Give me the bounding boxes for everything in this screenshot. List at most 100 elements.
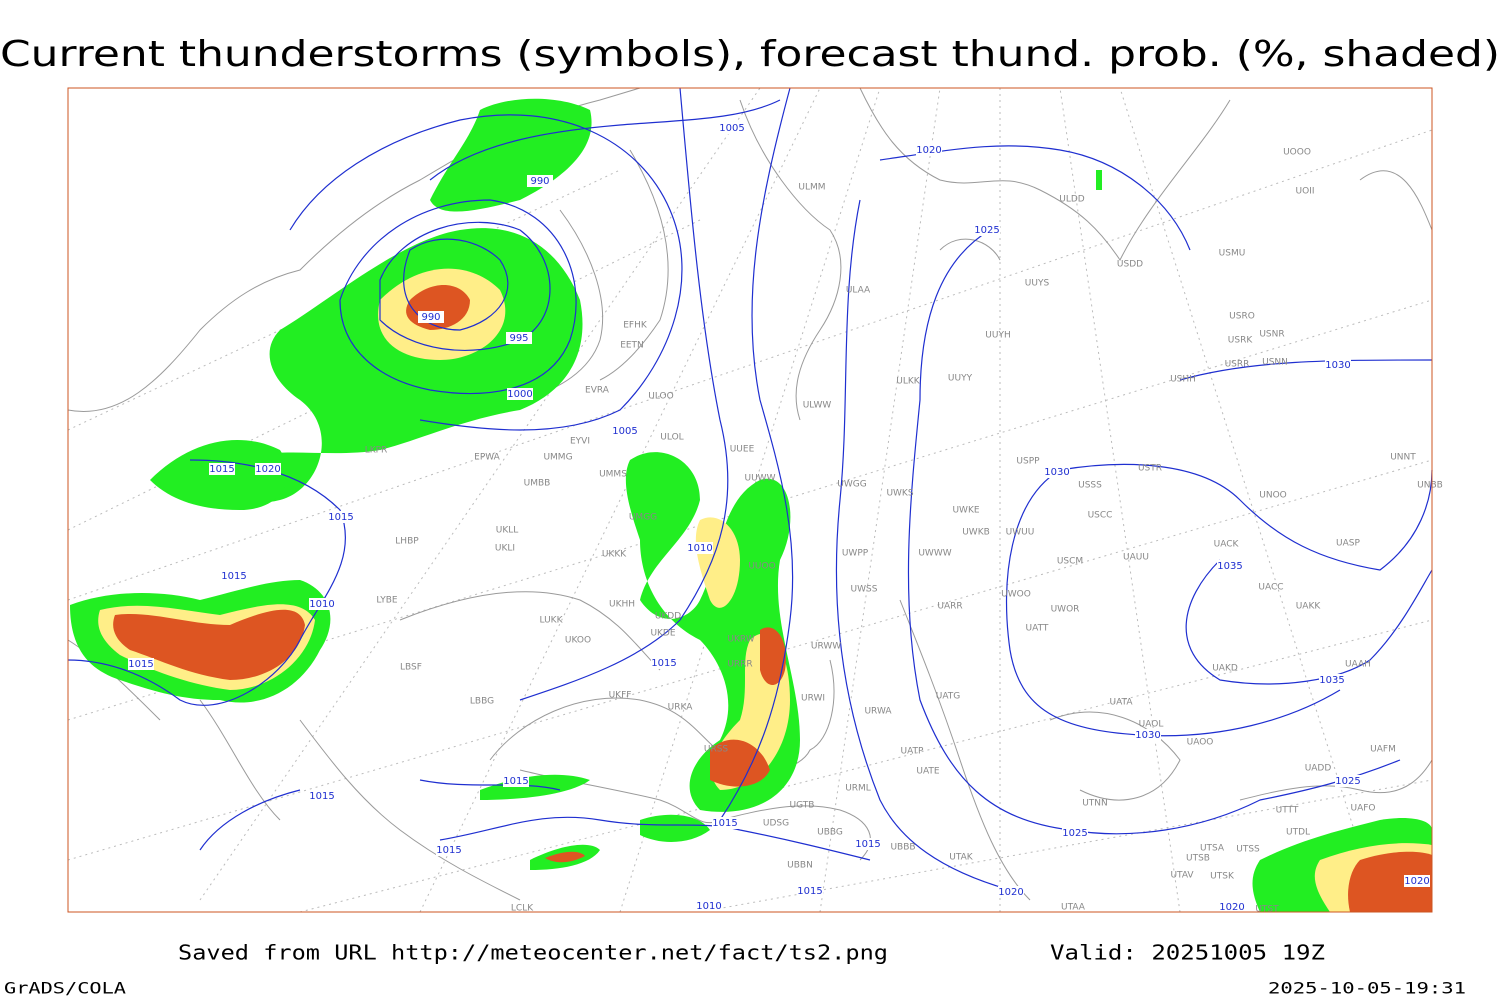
station-label: USHH [1170,375,1196,385]
station-label: UADD [1305,764,1332,774]
isobar-label: 1035 [1319,675,1344,686]
station-label: UNNT [1390,453,1416,463]
station-label: USPP [1016,457,1040,467]
station-label: ULMM [798,183,825,193]
isobar-label: 1000 [507,389,532,400]
isobar-label-bg [974,224,1000,236]
station-label: UWKE [952,506,979,516]
station-label: UTST [1255,905,1279,915]
isobar-label-bg [696,900,722,912]
station-label: UAKK [1296,602,1322,612]
isobar-label-bg [712,817,738,829]
isobar-label: 1030 [1044,467,1069,478]
station-label: UMGG [629,513,657,523]
isobar-label: 1005 [612,426,637,437]
station-label: UWWW [918,549,951,559]
station-label: UTSA [1200,844,1225,854]
station-label: UKKK [602,550,627,560]
isobar-label: 1015 [328,512,353,523]
station-label: ULOL [660,433,683,443]
station-label: URML [845,784,871,794]
isobar-label: 1015 [221,571,246,582]
station-label: UUWW [745,474,776,484]
isobar-label: 1035 [1217,561,1242,572]
station-label: ULAA [846,286,871,296]
isobar-label-bg [1335,775,1361,787]
software: GrADS/COLA [4,979,126,998]
isobar-label-bg [916,144,942,156]
isobar-label: 1010 [687,543,712,554]
isobar-label: 1015 [503,776,528,787]
isobar-label: 1020 [1219,902,1244,913]
isobar-label: 1015 [128,659,153,670]
isobar-label-bg [328,511,354,523]
isobar-label-bg [612,425,638,437]
station-label: UWPP [842,549,869,559]
station-label: UWKS [886,489,913,499]
isobar-label-bg [1325,359,1351,371]
isobar-label: 1015 [712,818,737,829]
station-label: UWOO [1001,590,1031,600]
isobar-labels: 1005 1020 990 1025 990 995 1000 1005 1015 1020 101… [128,122,1430,913]
station-label: URRR [727,660,752,670]
station-label: USCM [1057,557,1083,567]
station-label: UBBB [890,843,915,853]
station-label: ULDD [1059,195,1085,205]
isobar-label-bg [1062,827,1088,839]
isobar-label: 1015 [436,845,461,856]
map-area: ULMM ULDD UOOO UOII USDD USMU UUYS ULAA USRO USRK… [67,87,1443,915]
station-label: USSS [1078,481,1102,491]
isobar-label: 1015 [651,658,676,669]
station-label: UAFO [1350,804,1375,814]
station-label: UDSG [763,819,789,829]
station-label: UNOO [1259,491,1287,501]
isobar-label-bg [309,790,335,802]
station-label: UTSB [1186,854,1210,864]
station-label: UKDE [650,629,675,639]
isobar-label-bg [128,658,154,670]
station-label: UBBN [787,861,813,871]
station-label: UWGG [837,480,866,490]
station-label: UKFF [609,691,632,701]
station-label: UTTT [1276,806,1299,816]
station-label: UATA [1109,698,1133,708]
timestamp: 2025-10-05-19:31 [1268,979,1466,998]
isobar-label: 1030 [1135,730,1160,741]
station-label: UTNN [1082,799,1108,809]
title: Current thunderstorms (symbols), forecas… [0,34,1500,75]
station-label: LHBP [395,537,419,547]
isobar-label: 1025 [1335,776,1360,787]
station-label: EYVI [570,437,590,447]
station-label: UMBB [524,479,551,489]
station-label: UTAK [949,853,974,863]
isobar-label-bg [1044,466,1070,478]
station-label: USRR [1225,360,1250,370]
map-border [67,87,1433,913]
station-label: URWW [811,642,841,652]
station-label: UKOO [565,636,591,646]
station-label: UACK [1214,540,1240,550]
isobar-label: 1010 [309,599,334,610]
station-label: UOOO [1283,148,1311,158]
isobar-label-bg [998,886,1024,898]
station-label: ULOO [648,392,673,402]
isobar-label-bg [255,463,281,475]
station-label: UARR [937,602,962,612]
isobar-label: 1030 [1325,360,1350,371]
isobar-label: 1005 [719,123,744,134]
station-label: UKRW [727,635,754,645]
station-label: LBSF [400,663,422,673]
station-label: LKPR [365,446,388,456]
station-label: UUYH [985,331,1010,341]
isobar-label: 995 [509,333,528,344]
station-label: EPWA [474,453,501,463]
station-label: USTR [1138,464,1162,474]
station-label: LYBE [376,596,397,606]
station-label: UTSS [1236,845,1260,855]
station-label: LBBG [470,697,494,707]
station-label: UKHH [609,600,635,610]
station-label: UWSS [851,585,878,595]
isobar-label-bg [1219,901,1245,913]
station-label: URWI [801,694,825,704]
isobar-label-bg [687,542,713,554]
